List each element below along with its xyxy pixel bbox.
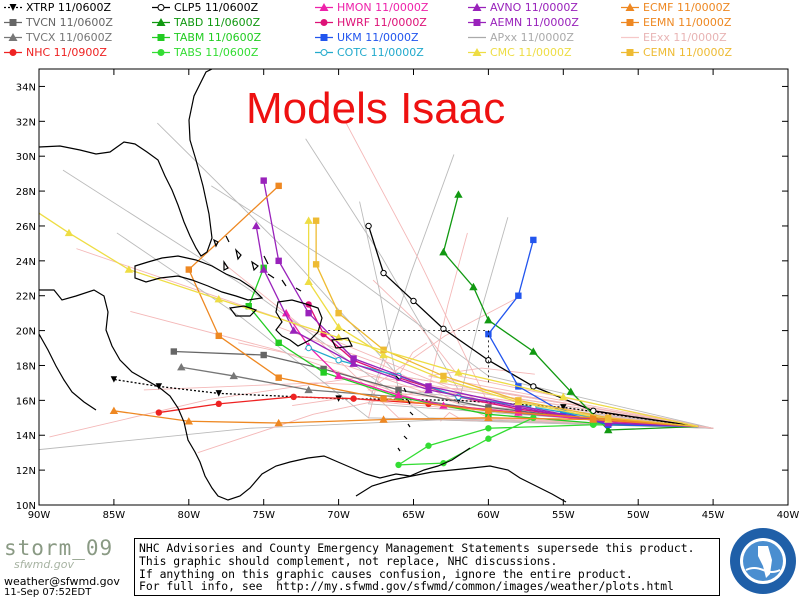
lat-label: 14N <box>16 431 36 442</box>
latitude-labels: 10N 12N 14N 16N 18N 20N 22N 24N 26N 28N 30N 32N 34N <box>16 82 36 512</box>
track-marker <box>304 217 312 224</box>
lat-label: 24N <box>16 257 36 268</box>
track-marker <box>290 394 296 400</box>
track-marker <box>454 190 462 197</box>
lat-label: 32N <box>16 117 36 128</box>
track-marker <box>485 436 491 442</box>
track-marker <box>350 395 356 401</box>
track-marker <box>252 222 260 229</box>
axis-ticks <box>39 69 788 505</box>
track-marker <box>531 384 536 389</box>
lat-label: 12N <box>16 466 36 477</box>
disclaimer-box: NHC Advisories and County Emergency Mana… <box>134 538 720 596</box>
disclaimer-line: This graphic should complement, not repl… <box>139 555 719 568</box>
track-marker <box>439 248 447 255</box>
lon-label: 50W <box>627 510 650 521</box>
track-marker <box>350 355 356 361</box>
ensemble-track <box>360 202 714 429</box>
lat-label: 18N <box>16 361 36 372</box>
lon-label: 65W <box>402 510 425 521</box>
track-marker <box>515 293 521 299</box>
track-marker <box>425 383 431 389</box>
track-marker <box>305 310 311 316</box>
track-marker <box>440 373 446 379</box>
lon-label: 75W <box>252 510 275 521</box>
lon-label: 85W <box>103 510 126 521</box>
ensemble-track <box>346 123 713 428</box>
lon-label: 80W <box>177 510 200 521</box>
lon-label: 60W <box>477 510 500 521</box>
track-marker <box>366 223 371 228</box>
lon-label: 70W <box>327 510 350 521</box>
ensemble-track <box>211 186 713 428</box>
track-marker <box>334 323 342 330</box>
disclaimer-line[interactable]: For full info, see http://my.sfwmd.gov/s… <box>139 580 719 593</box>
track-marker <box>171 348 177 354</box>
longitude-labels: 90W 85W 80W 75W 70W 65W 60W 55W 50W 45W 40W <box>28 510 800 521</box>
issue-timestamp: 11-Sep 07:52EDT <box>4 587 91 598</box>
track-marker <box>304 278 312 285</box>
track-marker <box>605 415 611 421</box>
track-marker <box>275 374 281 380</box>
track-marker <box>216 333 222 339</box>
track-marker <box>275 183 281 189</box>
track-marker <box>529 347 537 354</box>
model-track <box>20 199 698 426</box>
track-marker <box>306 345 311 350</box>
lat-label: 34N <box>16 82 36 93</box>
track-marker <box>261 177 267 183</box>
lat-lon-grid <box>39 69 788 505</box>
brand-subtitle: sfwmd.gov <box>14 558 124 572</box>
track-marker <box>395 462 401 468</box>
lat-label: 16N <box>16 396 36 407</box>
lon-label: 45W <box>702 510 725 521</box>
lon-label: 40W <box>777 510 800 521</box>
track-marker <box>216 401 222 407</box>
track-marker <box>275 340 281 346</box>
track-marker <box>530 237 536 243</box>
lat-label: 26N <box>16 222 36 233</box>
lat-label: 30N <box>16 152 36 163</box>
track-marker <box>65 229 73 236</box>
track-marker <box>261 352 267 358</box>
lon-label: 90W <box>28 510 51 521</box>
track-marker <box>313 261 319 267</box>
track-marker <box>186 266 192 272</box>
track-marker <box>484 316 492 323</box>
map-title: Models Isaac <box>246 84 505 134</box>
track-marker <box>110 407 118 414</box>
track-marker <box>216 390 222 396</box>
track-marker <box>275 258 281 264</box>
disclaimer-line: NHC Advisories and County Emergency Mana… <box>139 542 719 555</box>
lat-label: 28N <box>16 187 36 198</box>
track-marker <box>20 199 28 206</box>
track-marker <box>381 270 386 275</box>
track-marker <box>336 358 341 363</box>
lon-label: 55W <box>552 510 575 521</box>
track-marker <box>485 425 491 431</box>
track-marker <box>485 408 491 414</box>
track-marker <box>335 310 341 316</box>
model-track <box>186 183 699 427</box>
track-marker <box>156 409 162 415</box>
sfwmd-logo <box>728 526 798 596</box>
lat-label: 22N <box>16 292 36 303</box>
track-marker <box>515 397 521 403</box>
track-marker <box>425 443 431 449</box>
track-marker <box>313 218 319 224</box>
track-marker <box>380 395 386 401</box>
track-marker <box>320 369 326 375</box>
lat-label: 20N <box>16 327 36 338</box>
track-marker <box>530 415 536 421</box>
track-marker <box>177 363 185 370</box>
track-marker <box>125 265 133 272</box>
track-marker <box>411 298 416 303</box>
